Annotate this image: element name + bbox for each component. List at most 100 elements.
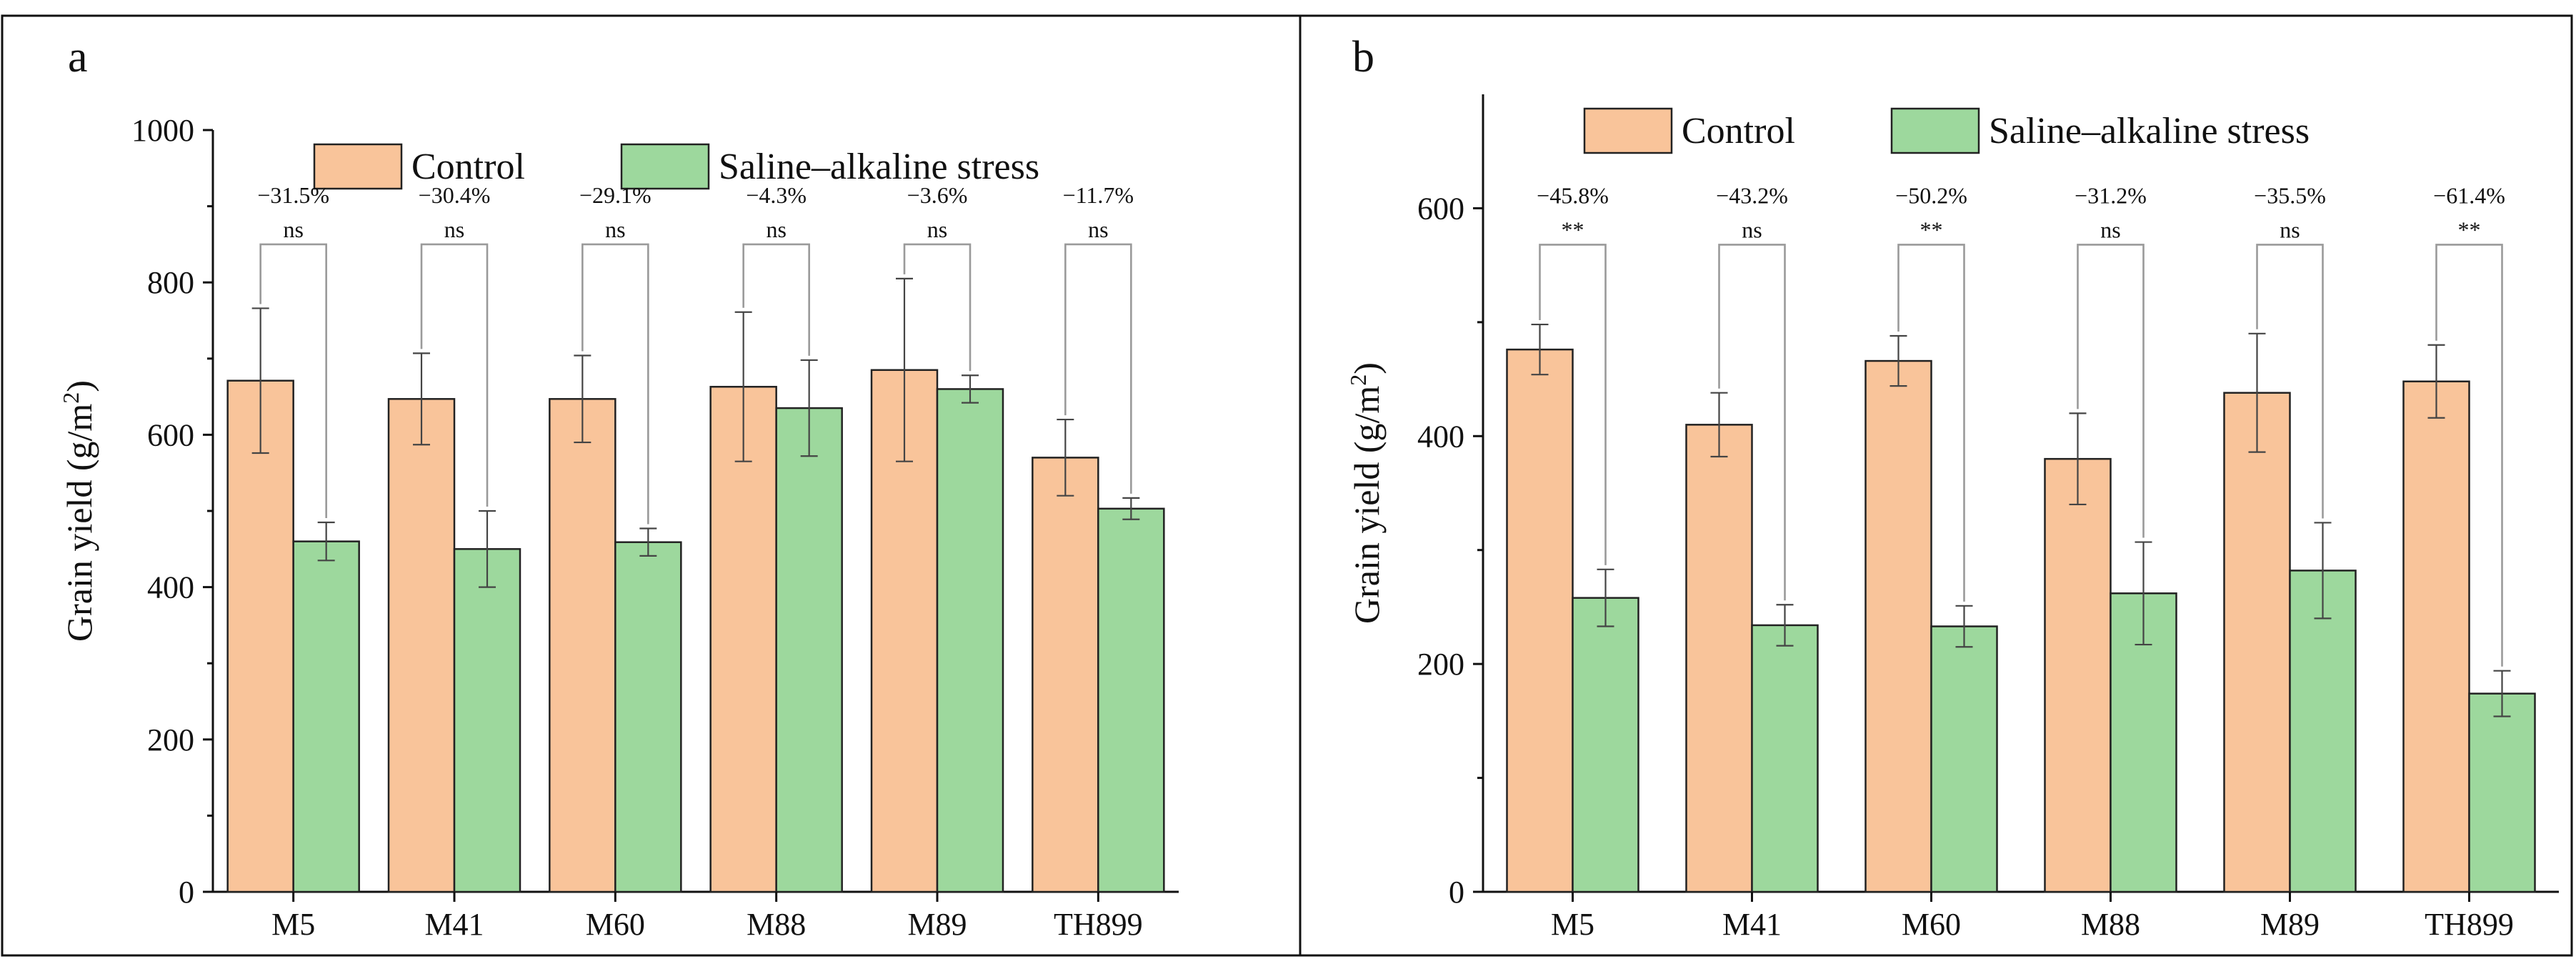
y-axis-title-text: Grain yield (g/m — [59, 404, 99, 642]
x-tick-label: M89 — [2260, 907, 2320, 942]
bar-control — [2223, 392, 2291, 893]
y-tick-label: 200 — [147, 722, 194, 757]
bar-control — [1685, 424, 1753, 893]
bar-control — [387, 398, 456, 893]
x-tick-label: M89 — [907, 907, 967, 942]
significance-bracket — [420, 243, 489, 507]
legend-label-control: Control — [1682, 111, 1795, 151]
legend-swatch-stress — [1890, 107, 1980, 154]
percent-change-label: −61.4% — [2433, 182, 2505, 208]
bar-stress — [1751, 624, 1819, 893]
significance-label: ** — [1562, 217, 1584, 242]
significance-bracket — [2256, 244, 2324, 519]
percent-change-label: −11.7% — [1063, 182, 1134, 208]
bar-control — [226, 379, 294, 893]
significance-bracket — [742, 243, 810, 356]
panel-a: a 0 200 400 600 800 1000 Grain yield (g/m2) Cont… — [1, 14, 1302, 957]
y-tick-label: 0 — [179, 875, 194, 910]
percent-change-label: −30.4% — [419, 182, 491, 208]
percent-change-label: −29.1% — [579, 182, 652, 208]
x-tick-label: M60 — [1902, 907, 1961, 942]
significance-label: ns — [927, 217, 947, 242]
bar-control — [1864, 359, 1932, 893]
percent-change-label: −3.6% — [907, 182, 968, 208]
bar-control — [1506, 348, 1574, 893]
bar-control — [2044, 457, 2112, 893]
y-tick-label: 600 — [147, 417, 194, 452]
significance-bracket — [903, 243, 972, 372]
bar-control — [1032, 457, 1099, 893]
significance-label: ns — [283, 217, 303, 242]
bar-stress — [1097, 507, 1165, 893]
bar-control — [549, 398, 616, 893]
percent-change-label: −31.5% — [257, 182, 329, 208]
legend-label-control: Control — [411, 146, 525, 187]
bar-stress — [775, 407, 843, 893]
y-axis-title-text: Grain yield (g/m — [1347, 386, 1387, 624]
legend-label-stress: Saline–alkaline stress — [719, 146, 1039, 187]
significance-bracket — [259, 243, 327, 518]
bar-stress — [2468, 692, 2536, 893]
bar-stress — [1930, 625, 1998, 893]
panel-letter: b — [1352, 33, 1374, 81]
y-axis-title: Grain yield (g/m2) — [58, 380, 99, 642]
bar-stress — [1572, 597, 1639, 893]
x-tick-label: M5 — [1551, 907, 1594, 942]
percent-change-label: −50.2% — [1895, 182, 1967, 208]
x-tick-label: M88 — [747, 907, 806, 942]
y-tick-label: 200 — [1417, 647, 1464, 682]
x-tick-label: M41 — [1722, 907, 1782, 942]
bar-stress — [614, 541, 682, 893]
significance-label: ns — [444, 217, 464, 242]
bar-stress — [453, 548, 521, 893]
significance-bracket — [1897, 244, 1965, 602]
y-tick-label: 800 — [147, 265, 194, 300]
x-tick-label: M41 — [424, 907, 484, 942]
significance-bracket — [1718, 244, 1786, 601]
bar-stress — [936, 388, 1004, 893]
bar-control — [2402, 380, 2470, 893]
y-axis-title-superscript: 2 — [1345, 374, 1371, 386]
panel-border — [1299, 14, 2573, 957]
x-tick-label: TH899 — [1054, 907, 1143, 942]
y-axis-title-superscript: 2 — [58, 392, 84, 404]
significance-bracket — [1539, 244, 1607, 565]
y-tick-label: 600 — [1417, 191, 1464, 226]
y-tick-label: 400 — [1417, 419, 1464, 454]
percent-change-label: −45.8% — [1537, 182, 1609, 208]
y-tick-label: 0 — [1449, 875, 1464, 910]
percent-change-label: −4.3% — [746, 182, 807, 208]
y-axis-title: Grain yield (g/m2) — [1345, 362, 1387, 624]
significance-label: ** — [1920, 217, 1943, 242]
panel-b: b 0 200 400 600 Grain yield (g/m2) Control Sali… — [1299, 14, 2573, 957]
bar-control — [709, 385, 777, 893]
y-tick-label: 1000 — [131, 113, 194, 148]
y-axis-title-close: ) — [1347, 362, 1387, 374]
significance-label: ns — [1088, 217, 1108, 242]
significance-label: ns — [2280, 217, 2300, 242]
legend-swatch-stress — [620, 143, 710, 190]
panel-letter: a — [68, 33, 88, 81]
significance-label: ** — [2458, 217, 2481, 242]
y-tick-label: 400 — [147, 570, 194, 605]
legend-label-stress: Saline–alkaline stress — [1989, 111, 2310, 151]
y-axis-title-close: ) — [59, 380, 99, 392]
significance-label: ns — [1742, 217, 1762, 242]
bar-stress — [2289, 570, 2357, 893]
bar-stress — [292, 540, 360, 893]
significance-bracket — [581, 243, 649, 525]
legend-swatch-control — [1583, 107, 1673, 154]
x-tick-label: M5 — [271, 907, 315, 942]
percent-change-label: −43.2% — [1716, 182, 1788, 208]
significance-label: ns — [766, 217, 786, 242]
significance-bracket — [2435, 244, 2503, 667]
significance-bracket — [2077, 244, 2145, 538]
percent-change-label: −31.2% — [2075, 182, 2147, 208]
x-tick-label: M60 — [586, 907, 645, 942]
significance-bracket — [1064, 243, 1132, 494]
percent-change-label: −35.5% — [2254, 182, 2326, 208]
significance-label: ns — [605, 217, 625, 242]
significance-label: ns — [2100, 217, 2120, 242]
legend-swatch-control — [313, 143, 403, 190]
